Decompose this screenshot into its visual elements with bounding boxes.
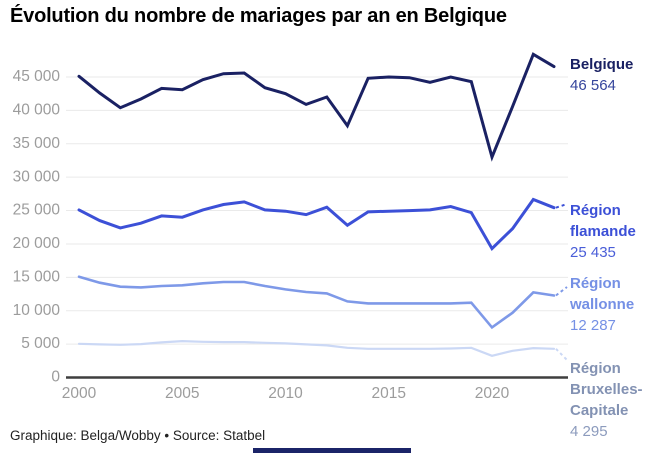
- line-belgique: [77, 52, 556, 162]
- label-connector: [555, 348, 568, 361]
- chart-title: Évolution du nombre de mariages par an e…: [10, 5, 507, 27]
- series-label-region-wallonne: Région wallonne 12 287: [570, 273, 662, 336]
- x-tick-label: 2010: [268, 385, 303, 402]
- y-tick-label: 35 000: [13, 135, 61, 152]
- line-r-gion-bruxelles-capitale: [77, 339, 556, 357]
- series-value: 46 564: [570, 77, 616, 94]
- x-tick-label: 2015: [372, 385, 406, 402]
- label-connector: [555, 286, 568, 297]
- label-connector: [555, 203, 568, 209]
- y-tick-label: 40 000: [13, 101, 61, 118]
- y-tick-label: 0: [51, 369, 60, 386]
- series-label-region-bruxelles-capitale: Région Bruxelles-Capitale 4 295: [570, 358, 662, 442]
- y-tick-label: 45 000: [13, 68, 61, 85]
- series-value: 25 435: [570, 244, 616, 261]
- series-name: Région flamande: [570, 202, 636, 240]
- y-tick-label: 5 000: [21, 335, 60, 352]
- series-name: Belgique: [570, 56, 634, 73]
- y-tick-label: 30 000: [13, 168, 61, 185]
- y-tick-label: 20 000: [13, 235, 61, 252]
- x-tick-label: 2005: [165, 385, 199, 402]
- series-label-belgique: Belgique 46 564: [570, 54, 662, 96]
- series-value: 12 287: [570, 317, 616, 334]
- series-value: 4 295: [570, 423, 608, 440]
- y-tick-label: 10 000: [13, 302, 61, 319]
- series-name: Région Bruxelles-Capitale: [570, 360, 643, 419]
- y-tick-label: 15 000: [13, 268, 61, 285]
- x-tick-label: 2000: [62, 385, 97, 402]
- line-r-gion-wallonne: [77, 275, 556, 330]
- series-name: Région wallonne: [570, 275, 635, 313]
- y-tick-label: 25 000: [13, 202, 61, 219]
- series-label-region-flamande: Région flamande 25 435: [570, 200, 662, 263]
- line-r-gion-flamande: [77, 197, 556, 252]
- attribution-footer: Graphique: Belga/Wobby • Source: Statbel: [10, 428, 266, 443]
- x-tick-label: 2020: [475, 385, 510, 402]
- brand-bottom-bar: [253, 448, 411, 453]
